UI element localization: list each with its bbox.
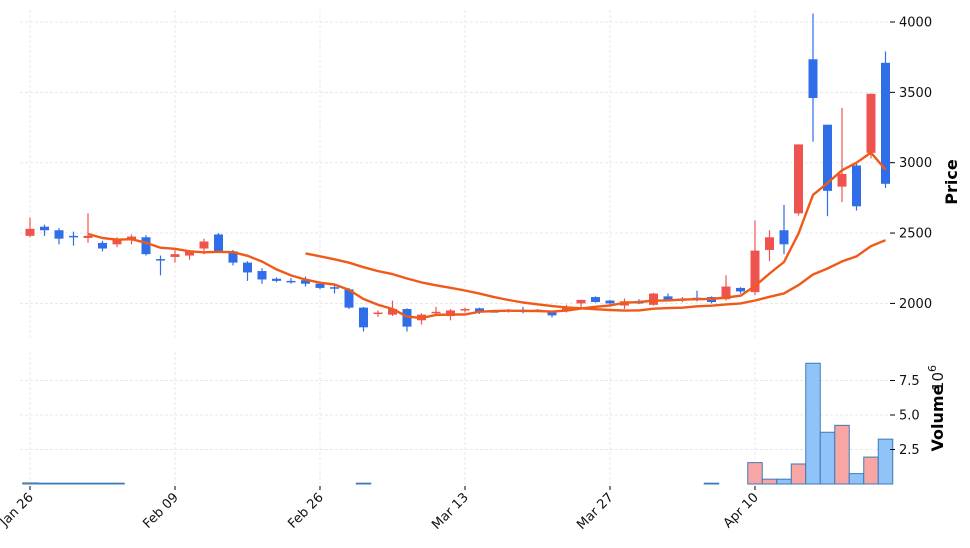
candle-body xyxy=(837,173,847,187)
candle-body xyxy=(112,238,122,245)
candle-body xyxy=(475,308,484,313)
volume-bar xyxy=(819,431,836,485)
candle-body xyxy=(794,144,803,214)
candle-body xyxy=(736,287,745,292)
date-tick-label: Mar 13 xyxy=(429,490,472,533)
candle-body xyxy=(141,237,151,255)
volume-axis: 2.5 5.0 7.5 xyxy=(890,374,920,458)
candle-body xyxy=(344,289,354,308)
candle-body xyxy=(547,311,557,316)
candle-body xyxy=(605,300,615,304)
candle-body xyxy=(460,309,470,311)
volume-bar xyxy=(877,438,894,485)
volume-bar xyxy=(834,424,850,485)
volume-tick-label: 7.5 xyxy=(899,374,920,389)
candle-body xyxy=(388,309,397,315)
volume-bar xyxy=(36,482,53,485)
volume-bar xyxy=(703,482,720,485)
volume-bar xyxy=(863,456,879,485)
date-tick-label: Mar 27 xyxy=(574,490,617,533)
date-tick-label: Apr 10 xyxy=(721,490,762,531)
volume-bar xyxy=(109,482,125,485)
moving-average-lines xyxy=(87,151,887,320)
candle-body xyxy=(83,235,93,238)
candle-body xyxy=(359,307,368,328)
candle-body xyxy=(54,230,64,239)
candle-body xyxy=(286,280,296,283)
candle-body xyxy=(25,228,35,236)
price-candles xyxy=(25,13,890,332)
candle-body xyxy=(98,242,107,249)
price-axis: 2000 2500 3000 3500 4000 xyxy=(890,16,932,312)
candle-body xyxy=(243,262,252,273)
volume-bar xyxy=(22,482,38,485)
volume-bars xyxy=(22,362,894,485)
candle-body xyxy=(591,297,600,302)
volume-bar xyxy=(355,482,372,485)
candle-body xyxy=(69,235,78,238)
candle-body xyxy=(185,251,194,256)
price-tick-label: 3500 xyxy=(899,86,932,101)
candle-body xyxy=(315,283,325,288)
grid-lines xyxy=(20,10,888,484)
candle-body xyxy=(881,62,890,184)
candle-body xyxy=(156,259,165,261)
volume-bar xyxy=(790,463,807,485)
price-tick-label: 2000 xyxy=(899,297,932,312)
candle-body xyxy=(663,296,673,301)
volume-bar xyxy=(94,482,111,485)
ma-line xyxy=(87,151,887,320)
candle-body xyxy=(823,124,832,191)
candle-body xyxy=(721,286,731,300)
volume-bar xyxy=(848,473,865,485)
candle-body xyxy=(301,280,310,284)
candle-body xyxy=(852,165,861,207)
candle-body xyxy=(765,237,774,250)
candle-body xyxy=(373,312,383,315)
candle-body xyxy=(330,287,339,289)
date-tick-label: Feb 26 xyxy=(285,490,327,532)
date-tick-label: Jan 26 xyxy=(0,490,37,530)
price-tick-label: 2500 xyxy=(899,227,932,242)
volume-bar xyxy=(805,362,821,485)
candle-body xyxy=(750,250,760,293)
candle-body xyxy=(808,59,818,98)
price-axis-title: Price xyxy=(942,159,961,205)
volume-scale-label: 106 xyxy=(926,365,947,391)
volume-tick-label: 2.5 xyxy=(899,443,920,458)
candle-body xyxy=(170,254,180,257)
volume-bar xyxy=(761,478,778,485)
volume-bar xyxy=(747,462,763,485)
candle-body xyxy=(199,241,209,249)
volume-bar xyxy=(51,482,67,485)
candle-body xyxy=(866,93,876,153)
candle-body xyxy=(228,251,238,263)
candle-body xyxy=(576,299,586,304)
volume-bar xyxy=(65,482,82,485)
price-tick-label: 4000 xyxy=(899,16,932,31)
candle-body xyxy=(272,278,281,281)
candle-body xyxy=(40,226,49,231)
candle-body xyxy=(214,234,223,252)
price-tick-label: 3000 xyxy=(899,156,932,171)
candle-body xyxy=(402,309,412,327)
candle-body xyxy=(562,306,571,312)
volume-axis-title: Volume xyxy=(928,384,947,451)
candle-body xyxy=(779,230,789,245)
volume-tick-label: 5.0 xyxy=(899,409,920,424)
candle-body xyxy=(446,310,455,317)
volume-bar xyxy=(80,482,96,485)
ma-line xyxy=(305,239,886,312)
date-tick-label: Feb 09 xyxy=(140,490,182,532)
candle-body xyxy=(431,311,441,314)
candle-body xyxy=(649,293,658,305)
candle-body xyxy=(257,271,267,280)
date-axis: Jan 26 Feb 09 Feb 26 Mar 13 Mar 27 Apr 10 xyxy=(0,486,762,533)
volume-bar xyxy=(776,478,792,485)
